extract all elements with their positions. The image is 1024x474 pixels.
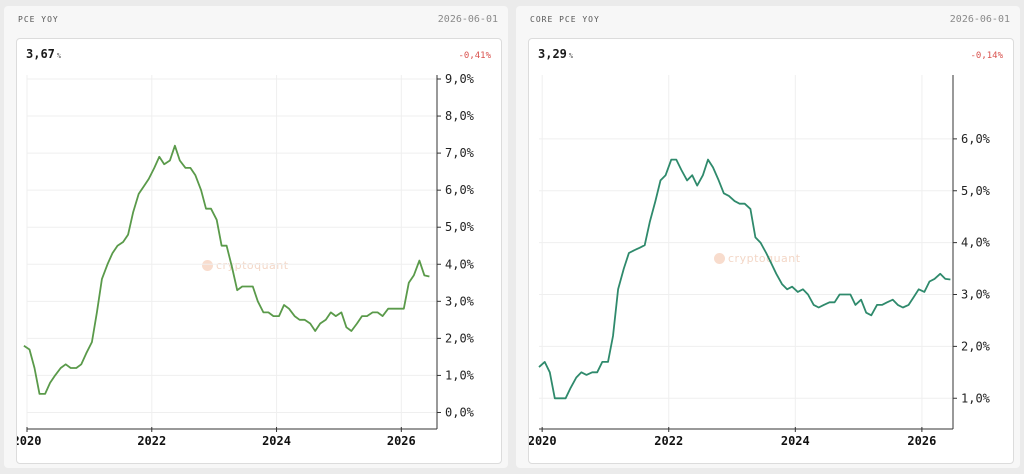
current-value-unit: % bbox=[568, 52, 574, 60]
y-tick-label: 9,0% bbox=[445, 72, 475, 86]
x-tick-label: 2026 bbox=[387, 434, 416, 448]
y-tick-label: 4,0% bbox=[445, 257, 475, 271]
y-tick-label: 0,0% bbox=[445, 405, 475, 419]
core-pce-panel: CORE PCE YOY 2026-06-01 3,29% -0,14% cry… bbox=[516, 6, 1020, 468]
series-line bbox=[23, 144, 430, 395]
panel-title: PCE YOY bbox=[18, 15, 59, 24]
y-tick-label: 3,0% bbox=[445, 294, 475, 308]
current-value: 3,67% bbox=[26, 47, 61, 61]
series-line bbox=[538, 158, 951, 400]
y-tick-label: 5,0% bbox=[961, 184, 991, 198]
y-tick-label: 2,0% bbox=[961, 339, 991, 353]
watermark-logo-icon bbox=[714, 253, 725, 264]
watermark-logo-icon bbox=[202, 260, 213, 271]
panel-title: CORE PCE YOY bbox=[530, 15, 600, 24]
current-value-unit: % bbox=[56, 52, 62, 60]
x-tick-label: 2020 bbox=[529, 434, 557, 448]
x-tick-label: 2024 bbox=[262, 434, 291, 448]
chart-card: 3,67% -0,41% cryptoquant 0,0% 1,0% 2,0% 3,0… bbox=[16, 38, 502, 464]
current-value-number: 3,29 bbox=[538, 47, 567, 61]
y-tick-label: 6,0% bbox=[445, 183, 475, 197]
chart-card: 3,29% -0,14% cryptoquant 1,0% 2,0% 3,0% 4,0… bbox=[528, 38, 1014, 464]
y-tick-label: 1,0% bbox=[961, 391, 991, 405]
x-tick-label: 2024 bbox=[781, 434, 810, 448]
pce-panel: PCE YOY 2026-06-01 3,67% -0,41% cryptoqu… bbox=[4, 6, 508, 468]
x-tick-label: 2020 bbox=[17, 434, 41, 448]
change-badge: -0,41% bbox=[458, 51, 491, 61]
x-tick-label: 2022 bbox=[654, 434, 683, 448]
y-tick-label: 3,0% bbox=[961, 288, 991, 302]
panel-date: 2026-06-01 bbox=[949, 14, 1010, 25]
x-tick-label: 2022 bbox=[137, 434, 166, 448]
watermark: cryptoquant bbox=[714, 252, 801, 265]
y-tick-label: 5,0% bbox=[445, 220, 475, 234]
core-pce-line-chart: 1,0% 2,0% 3,0% 4,0% 5,0% 6,0% 2020 2022 2024 2026 bbox=[529, 75, 991, 448]
watermark-text: cryptoquant bbox=[728, 252, 801, 265]
y-tick-label: 1,0% bbox=[445, 368, 475, 382]
watermark-text: cryptoquant bbox=[216, 259, 289, 272]
pce-line-chart: 0,0% 1,0% 2,0% 3,0% 4,0% 5,0% 6,0% 7,0% 8,0% 9,0%… bbox=[17, 72, 475, 448]
x-tick-label: 2026 bbox=[907, 434, 936, 448]
y-tick-label: 4,0% bbox=[961, 236, 991, 250]
y-tick-label: 2,0% bbox=[445, 331, 475, 345]
panel-date: 2026-06-01 bbox=[437, 14, 498, 25]
watermark: cryptoquant bbox=[202, 259, 289, 272]
y-tick-label: 8,0% bbox=[445, 109, 475, 123]
y-tick-label: 6,0% bbox=[961, 132, 991, 146]
current-value-number: 3,67 bbox=[26, 47, 55, 61]
y-tick-label: 7,0% bbox=[445, 146, 475, 160]
current-value: 3,29% bbox=[538, 47, 573, 61]
change-badge: -0,14% bbox=[970, 51, 1003, 61]
